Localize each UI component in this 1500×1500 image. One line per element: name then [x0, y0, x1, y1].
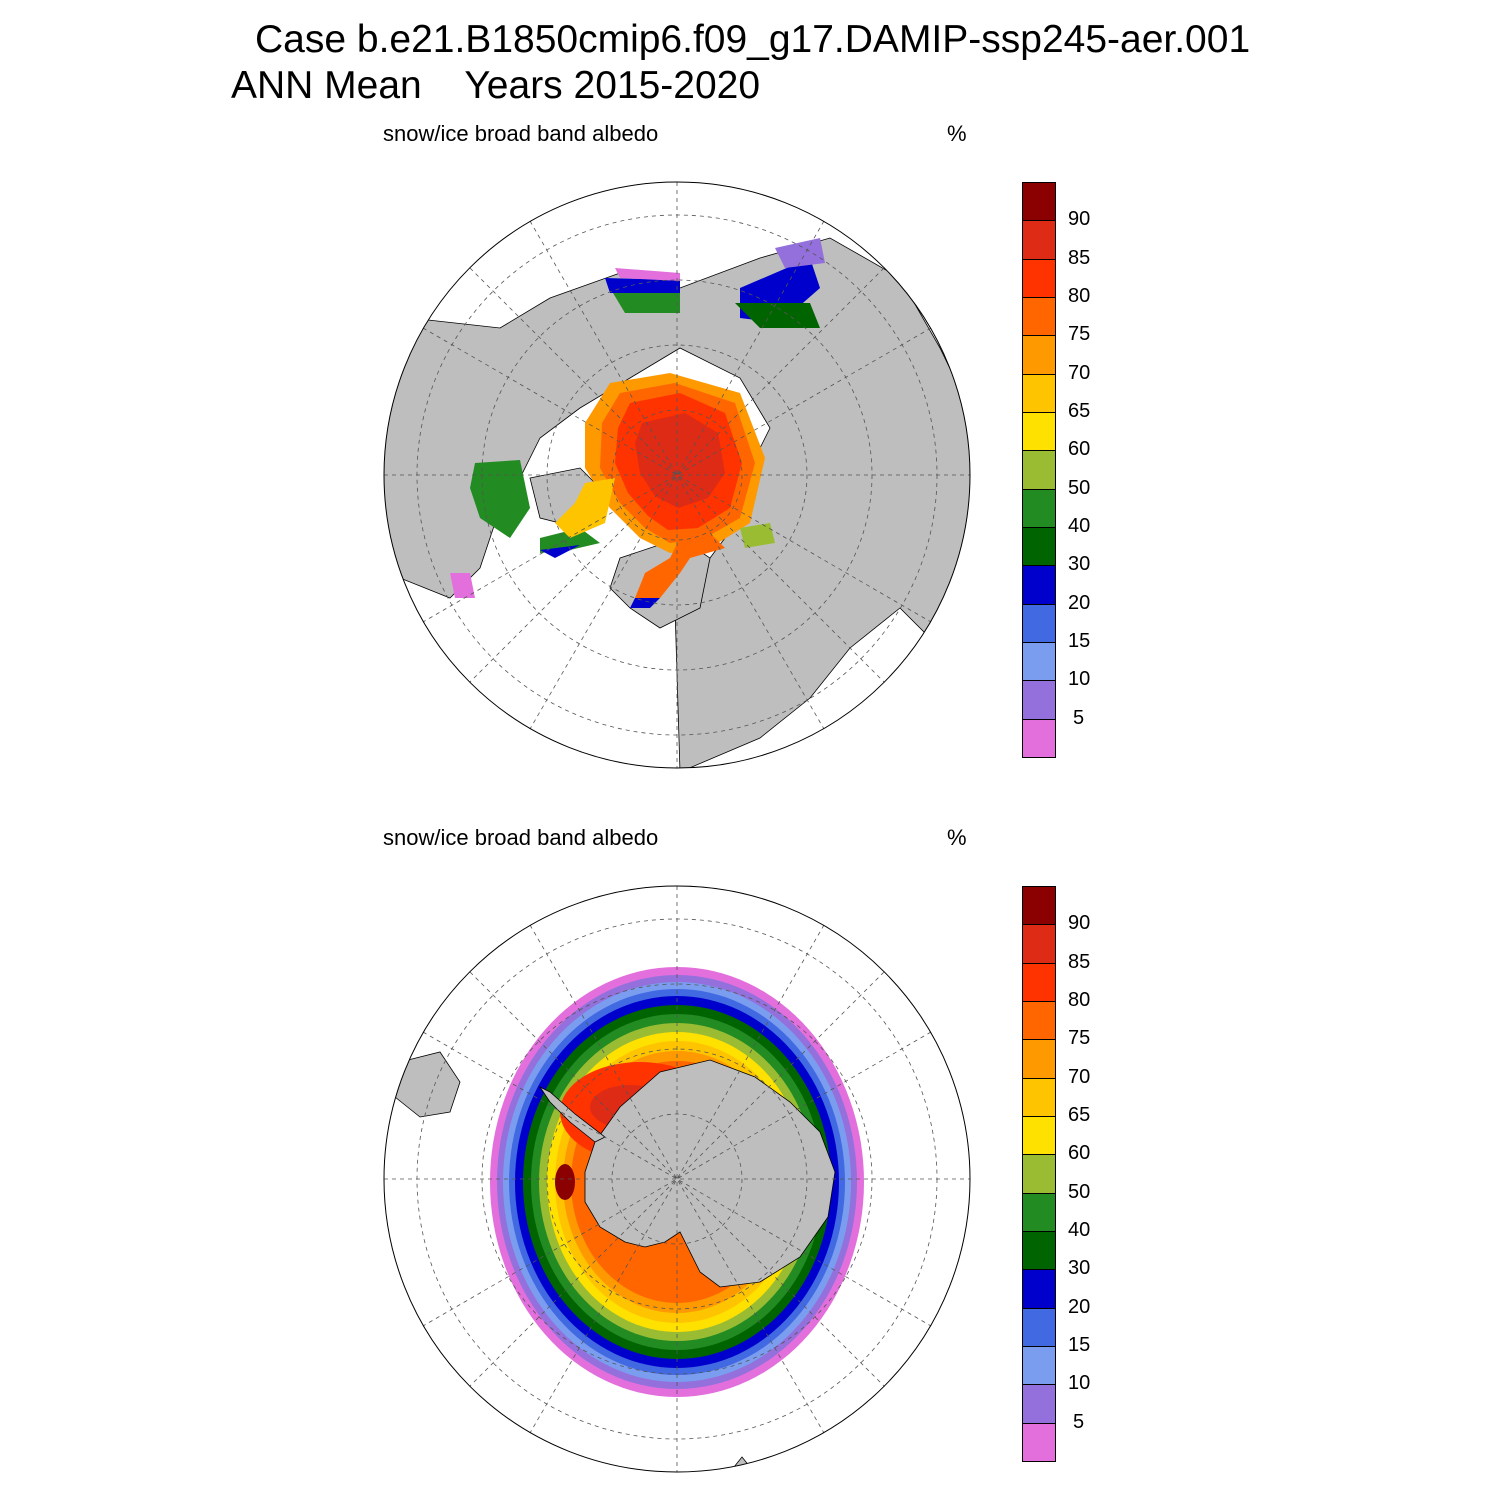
north-colorbar: [1022, 182, 1056, 758]
south-colorbar-box: [1022, 1346, 1056, 1386]
figure-title-case: Case b.e21.B1850cmip6.f09_g17.DAMIP-ssp2…: [255, 18, 1251, 61]
north-colorbar-box: [1022, 258, 1056, 298]
antarctic-peninsula: [538, 1085, 606, 1143]
north-colorbar-label: 10: [1068, 668, 1091, 691]
south-colorbar-label: 70: [1068, 1065, 1091, 1088]
north-colorbar-label: 20: [1068, 591, 1091, 614]
south-colorbar-label: 50: [1068, 1180, 1091, 1203]
south-colorbar-box: [1022, 1039, 1056, 1079]
north-colorbar-label: 60: [1068, 438, 1091, 461]
north-colorbar-label: 80: [1068, 285, 1091, 307]
north-graticule: [384, 182, 970, 768]
south-colorbar-label: 75: [1068, 1027, 1091, 1050]
north-colorbar-label: 40: [1068, 515, 1091, 537]
south-colorbar-box: [1022, 924, 1056, 964]
north-subtitle: snow/ice broad band albedo: [383, 121, 659, 146]
south-colorbar-box: [1022, 1116, 1056, 1156]
south-colorbar-box: [1022, 1307, 1056, 1347]
season-label: ANN Mean: [231, 64, 422, 107]
north-colorbar-box: [1022, 220, 1056, 260]
south-colorbar-box: [1022, 1231, 1056, 1271]
south-colorbar-box: [1022, 1192, 1056, 1232]
south-subtitle: snow/ice broad band albedo: [383, 825, 659, 850]
south-colorbar-label: 40: [1068, 1219, 1091, 1241]
years-label: Years 2015-2020: [464, 64, 761, 107]
north-colorbar-box: [1022, 297, 1056, 337]
north-colorbar-box: [1022, 488, 1056, 528]
north-colorbar-label: 30: [1068, 553, 1091, 576]
south-colorbar-box: [1022, 962, 1056, 1002]
south-colorbar-label: 60: [1068, 1142, 1091, 1165]
south-colorbar-label: 65: [1068, 1104, 1091, 1126]
north-colorbar-box: [1022, 450, 1056, 490]
south-colorbar-label: 10: [1068, 1372, 1091, 1395]
south-colorbar-label: 30: [1068, 1257, 1091, 1280]
south-colorbar-label: 15: [1068, 1334, 1091, 1356]
north-colorbar-label: 75: [1068, 323, 1091, 346]
south-colorbar-label: 90: [1068, 912, 1091, 935]
south-colorbar-label: 5: [1073, 1410, 1085, 1433]
north-colorbar-box: [1022, 412, 1056, 452]
south-units: %: [947, 825, 967, 850]
south-colorbar-box: [1022, 1077, 1056, 1117]
south-colorbar-label: 85: [1068, 950, 1091, 973]
north-colorbar-box: [1022, 718, 1056, 758]
north-colorbar-box: [1022, 182, 1056, 222]
north-colorbar-label: 85: [1068, 246, 1091, 269]
south-colorbar-box: [1022, 1269, 1056, 1309]
south-colorbar-box: [1022, 1422, 1056, 1462]
south-colorbar-label: 20: [1068, 1295, 1091, 1318]
south-colorbar-box: [1022, 886, 1056, 926]
north-colorbar-label: 5: [1073, 706, 1085, 729]
north-colorbar-label: 65: [1068, 400, 1091, 422]
north-colorbar-label: 50: [1068, 476, 1091, 499]
south-graticule: [384, 886, 970, 1472]
south-colorbar-box: [1022, 1384, 1056, 1424]
north-colorbar-box: [1022, 373, 1056, 413]
north-units: %: [947, 121, 967, 146]
north-colorbar-box: [1022, 335, 1056, 375]
south-colorbar-label: 80: [1068, 989, 1091, 1011]
south-colorbar-box: [1022, 1154, 1056, 1194]
north-colorbar-label: 70: [1068, 361, 1091, 384]
south-colorbar-box: [1022, 1001, 1056, 1041]
north-colorbar-label: 15: [1068, 630, 1091, 652]
north-colorbar-box: [1022, 680, 1056, 720]
south-colorbar: [1022, 886, 1056, 1462]
north-colorbar-label: 90: [1068, 208, 1091, 231]
north-colorbar-box: [1022, 527, 1056, 567]
north-colorbar-box: [1022, 603, 1056, 643]
north-polar-map: [383, 181, 971, 769]
north-colorbar-box: [1022, 565, 1056, 605]
south-polar-map: [383, 885, 971, 1473]
north-colorbar-box: [1022, 642, 1056, 682]
figure-title-period: ANN Mean Years 2015-2020: [231, 64, 760, 108]
